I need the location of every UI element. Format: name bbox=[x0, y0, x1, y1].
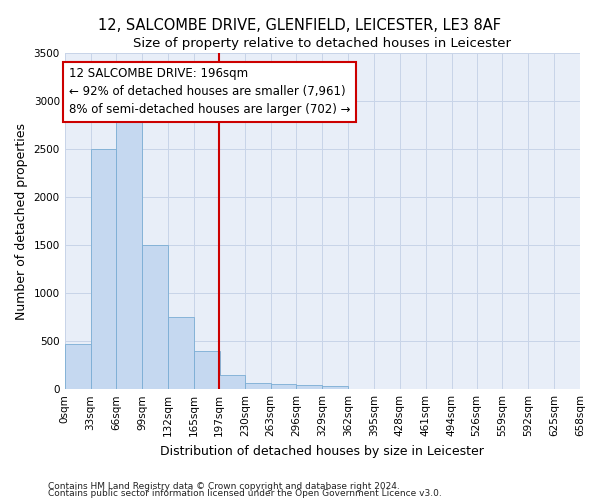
Bar bbox=[245, 384, 271, 389]
Text: Contains HM Land Registry data © Crown copyright and database right 2024.: Contains HM Land Registry data © Crown c… bbox=[48, 482, 400, 491]
Bar bbox=[168, 317, 194, 389]
Bar bbox=[322, 386, 348, 389]
Text: 12, SALCOMBE DRIVE, GLENFIELD, LEICESTER, LE3 8AF: 12, SALCOMBE DRIVE, GLENFIELD, LEICESTER… bbox=[98, 18, 502, 32]
Bar bbox=[142, 245, 168, 389]
Bar bbox=[271, 384, 296, 389]
Bar bbox=[116, 120, 142, 389]
Bar bbox=[194, 351, 220, 389]
X-axis label: Distribution of detached houses by size in Leicester: Distribution of detached houses by size … bbox=[160, 444, 484, 458]
Text: Contains public sector information licensed under the Open Government Licence v3: Contains public sector information licen… bbox=[48, 490, 442, 498]
Bar bbox=[219, 375, 245, 389]
Bar bbox=[91, 149, 116, 389]
Title: Size of property relative to detached houses in Leicester: Size of property relative to detached ho… bbox=[133, 38, 511, 51]
Text: 12 SALCOMBE DRIVE: 196sqm
← 92% of detached houses are smaller (7,961)
8% of sem: 12 SALCOMBE DRIVE: 196sqm ← 92% of detac… bbox=[68, 68, 350, 116]
Bar bbox=[65, 344, 91, 389]
Y-axis label: Number of detached properties: Number of detached properties bbox=[15, 122, 28, 320]
Bar bbox=[296, 386, 322, 389]
